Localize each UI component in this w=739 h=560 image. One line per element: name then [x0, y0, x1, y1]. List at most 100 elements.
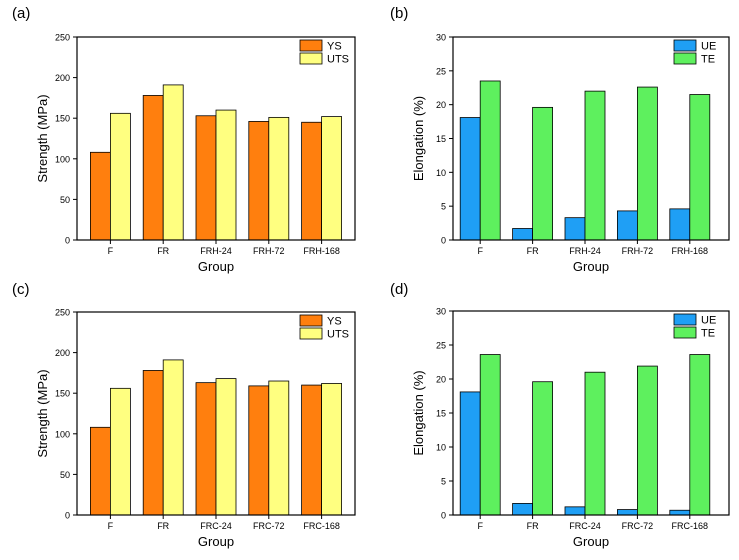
legend-swatch-ys	[299, 39, 323, 52]
y-tick-label: 15	[436, 409, 446, 419]
legend-swatch-ys	[299, 314, 323, 327]
bar-uts-frh-24	[215, 109, 237, 241]
x-tick-label: FRC-168	[672, 521, 709, 531]
y-tick-label: 30	[436, 307, 446, 317]
y-axis-title: Strength (MPa)	[35, 369, 50, 457]
x-tick-label: FRH-72	[253, 246, 285, 256]
y-tick-label: 5	[441, 202, 446, 212]
bar-ys-frc-24	[195, 382, 217, 516]
x-axis-title: Group	[573, 534, 609, 549]
panel-label: (d)	[390, 281, 408, 298]
y-tick-label: 50	[60, 195, 70, 205]
legend-swatch-te	[673, 52, 697, 65]
plot-frame	[76, 36, 356, 241]
bar-ue-frc-24	[564, 506, 586, 516]
bar-uts-frc-24	[215, 378, 237, 516]
bar-uts-f	[110, 112, 131, 241]
bar-ue-frh-72	[617, 210, 638, 241]
legend-label-ys: YS	[327, 41, 342, 53]
x-tick-label: F	[477, 246, 483, 256]
bar-te-f	[479, 80, 501, 241]
x-tick-label: FRH-168	[303, 246, 340, 256]
bar-uts-frc-168	[321, 383, 343, 516]
bar-te-frh-168	[689, 94, 711, 241]
legend-label-uts: UTS	[327, 54, 349, 66]
legend-label-te: TE	[701, 54, 715, 66]
y-tick-label: 100	[55, 154, 70, 164]
y-tick-label: 200	[55, 348, 70, 358]
bar-uts-frc-72	[268, 380, 290, 516]
x-tick-label: F	[477, 521, 483, 531]
bar-ys-fr	[142, 95, 164, 241]
y-axis-title: Elongation (%)	[411, 370, 426, 455]
y-tick-label: 0	[441, 511, 446, 521]
panel-label: (c)	[12, 281, 30, 298]
x-axis-title: Group	[198, 534, 234, 549]
y-tick-label: 250	[55, 308, 70, 318]
bar-ys-fr	[142, 370, 164, 516]
plot-frame	[452, 36, 730, 241]
legend-label-te: TE	[701, 328, 715, 340]
bar-te-frc-24	[584, 371, 606, 516]
bar-ue-f	[459, 391, 481, 516]
chart-panel-3: (c) F FR FRC-24 FRC-72 FRC-168 0 50 100 150 200 250…	[12, 281, 356, 549]
x-tick-label: FRC-24	[569, 521, 601, 531]
bar-ys-frh-24	[195, 115, 217, 241]
bar-ys-f	[90, 426, 111, 516]
y-tick-label: 10	[436, 168, 446, 178]
bar-te-frh-72	[637, 86, 658, 241]
bar-ys-f	[90, 151, 111, 241]
bar-ue-frc-72	[617, 509, 638, 516]
legend-label-ue: UE	[701, 41, 716, 53]
x-axis-title: Group	[573, 259, 609, 274]
bar-ue-frh-168	[669, 208, 691, 241]
y-tick-label: 50	[60, 470, 70, 480]
chart-panel-1: (a) F FR FRH-24 FRH-72 FRH-168 0 50 100 150 200 250…	[12, 5, 356, 274]
bar-te-frc-72	[637, 365, 658, 516]
x-tick-label: F	[108, 521, 114, 531]
plot-frame	[76, 311, 356, 516]
legend-swatch-uts	[299, 52, 323, 65]
bar-te-fr	[532, 381, 553, 516]
bar-ys-frh-72	[248, 121, 270, 241]
panel-label: (b)	[390, 5, 408, 22]
legend-label-ys: YS	[327, 316, 342, 328]
legend-label-uts: UTS	[327, 329, 349, 341]
bar-te-f	[479, 354, 501, 516]
bar-ue-frc-168	[669, 509, 691, 516]
y-tick-label: 0	[441, 236, 446, 246]
y-tick-label: 100	[55, 429, 70, 439]
x-tick-label: FRC-72	[253, 521, 285, 531]
bar-te-fr	[532, 106, 553, 241]
legend-swatch-ue	[673, 313, 697, 326]
x-tick-label: FR	[527, 521, 539, 531]
bar-uts-fr	[162, 359, 184, 516]
y-tick-label: 30	[436, 33, 446, 43]
y-tick-label: 150	[55, 389, 70, 399]
y-tick-label: 10	[436, 443, 446, 453]
bar-uts-fr	[162, 84, 184, 241]
bar-uts-frh-168	[321, 116, 343, 241]
legend-swatch-uts	[299, 327, 323, 340]
x-tick-label: F	[108, 246, 114, 256]
bar-ue-f	[459, 117, 481, 241]
bar-ue-fr	[512, 228, 533, 241]
chart-panel-2: (b) F FR FRH-24 FRH-72 FRH-168 0 5 10 15 20 25 30 Gro…	[390, 5, 730, 274]
bar-te-frc-168	[689, 354, 711, 516]
x-tick-label: FR	[157, 246, 169, 256]
y-tick-label: 0	[65, 236, 70, 246]
y-tick-label: 25	[436, 341, 446, 351]
y-tick-label: 200	[55, 73, 70, 83]
legend-swatch-ue	[673, 39, 697, 52]
y-tick-label: 20	[436, 375, 446, 385]
bar-ys-frc-72	[248, 385, 270, 516]
y-tick-label: 0	[65, 511, 70, 521]
chart-panel-4: (d) F FR FRC-24 FRC-72 FRC-168 0 5 10 15 20 25 30 Gro…	[390, 281, 730, 549]
y-axis-title: Elongation (%)	[411, 96, 426, 181]
y-tick-label: 25	[436, 66, 446, 76]
y-tick-label: 20	[436, 100, 446, 110]
x-tick-label: FRC-72	[622, 521, 654, 531]
